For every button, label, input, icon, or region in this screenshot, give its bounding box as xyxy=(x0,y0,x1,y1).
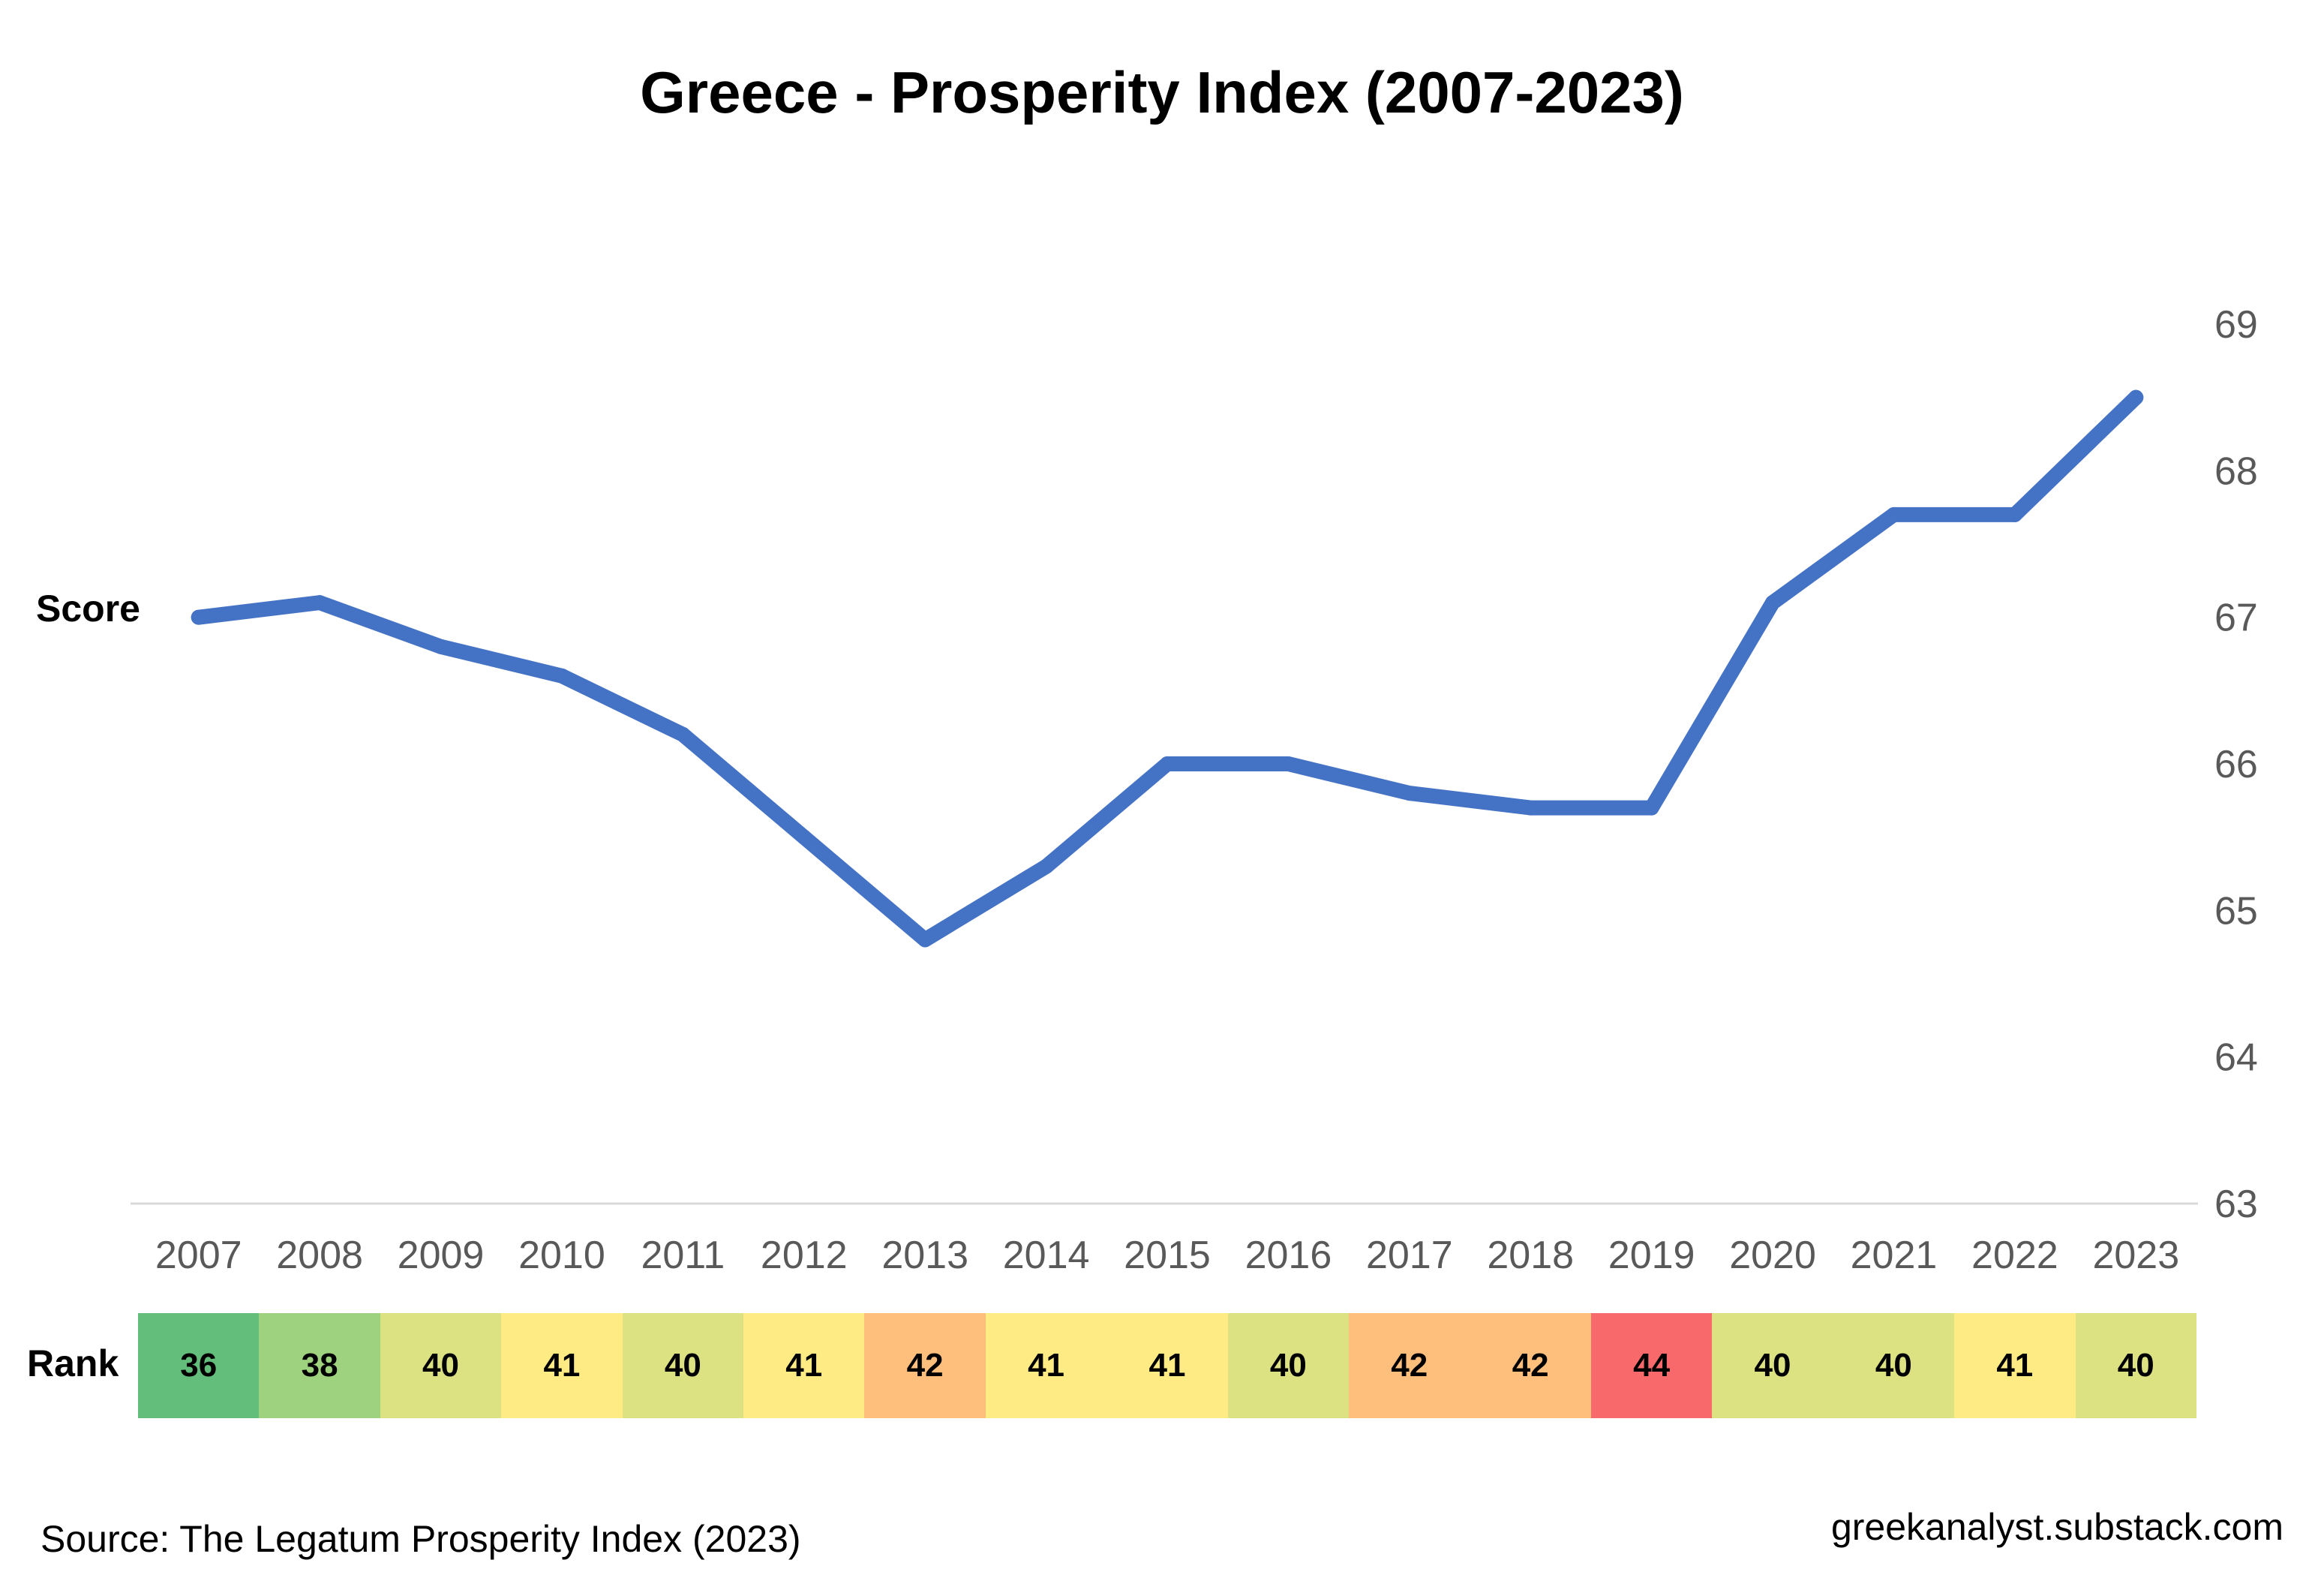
x-tick-label: 2012 xyxy=(761,1234,848,1277)
y-axis-ticks: 63 64 65 66 67 68 69 xyxy=(2214,303,2258,1226)
rank-cell: 40 xyxy=(1833,1313,1955,1418)
data-point xyxy=(1038,858,1054,874)
data-point xyxy=(191,609,206,625)
rank-cell: 41 xyxy=(501,1313,623,1418)
rank-cell: 41 xyxy=(1954,1313,2076,1418)
x-tick-label: 2017 xyxy=(1366,1234,1453,1277)
rank-label: Rank xyxy=(27,1342,119,1384)
rank-cell: 42 xyxy=(1470,1313,1591,1418)
x-tick-label: 2011 xyxy=(641,1234,725,1277)
x-tick-label: 2014 xyxy=(1003,1234,1090,1277)
chart-title: Greece - Prosperity Index (2007-2023) xyxy=(640,59,1684,125)
data-point xyxy=(917,932,933,948)
data-point xyxy=(312,595,328,611)
y-tick-label: 65 xyxy=(2214,889,2258,933)
x-tick-label: 2015 xyxy=(1124,1234,1211,1277)
data-point xyxy=(1523,800,1539,816)
x-tick-label: 2020 xyxy=(1729,1234,1816,1277)
data-point xyxy=(1765,595,1781,611)
rank-cell: 40 xyxy=(622,1313,744,1418)
x-tick-label: 2007 xyxy=(155,1234,242,1277)
y-tick-label: 63 xyxy=(2214,1183,2258,1226)
data-point xyxy=(2128,389,2144,405)
y-tick-label: 66 xyxy=(2214,743,2258,786)
x-tick-label: 2021 xyxy=(1851,1234,1938,1277)
x-tick-label: 2022 xyxy=(1971,1234,2058,1277)
rank-cell: 41 xyxy=(743,1313,865,1418)
rank-cell: 38 xyxy=(259,1313,380,1418)
data-point xyxy=(1281,756,1296,771)
y-tick-label: 68 xyxy=(2214,449,2258,493)
y-tick-label: 67 xyxy=(2214,597,2258,640)
data-point xyxy=(1160,756,1175,771)
data-point xyxy=(2007,506,2022,522)
data-point xyxy=(1401,786,1417,801)
data-point xyxy=(554,668,569,684)
data-point xyxy=(1886,506,1902,522)
x-tick-label: 2010 xyxy=(518,1234,605,1277)
data-point xyxy=(1644,800,1659,816)
y-axis-label: Score xyxy=(36,588,140,630)
rank-cell: 41 xyxy=(1106,1313,1228,1418)
data-point xyxy=(675,726,691,742)
x-tick-label: 2009 xyxy=(398,1234,485,1277)
series-points xyxy=(191,389,2144,948)
x-tick-label: 2008 xyxy=(276,1234,363,1277)
rank-cell: 40 xyxy=(1712,1313,1833,1418)
rank-cell: 40 xyxy=(380,1313,502,1418)
data-point xyxy=(433,639,449,654)
x-tick-label: 2018 xyxy=(1487,1234,1574,1277)
rank-cell: 42 xyxy=(1349,1313,1470,1418)
x-tick-label: 2023 xyxy=(2092,1234,2179,1277)
rank-cell: 40 xyxy=(1227,1313,1350,1418)
rank-cell: 36 xyxy=(138,1313,260,1418)
data-point xyxy=(796,829,812,845)
y-tick-label: 64 xyxy=(2214,1036,2258,1080)
x-tick-label: 2019 xyxy=(1608,1234,1695,1277)
rank-strip: 36 38 40 41 40 41 42 41 41 40 42 42 44 40 40 41 40 xyxy=(138,1313,2196,1418)
x-axis-ticks: 2007 2008 2009 2010 2011 2012 2013 2014 2015 2016… xyxy=(155,1234,2179,1277)
rank-cell: 42 xyxy=(864,1313,986,1418)
x-tick-label: 2016 xyxy=(1245,1234,1332,1277)
source-note: Source: The Legatum Prosperity Index (20… xyxy=(41,1518,801,1560)
y-tick-label: 69 xyxy=(2214,303,2258,347)
x-tick-label: 2013 xyxy=(881,1234,968,1277)
rank-cell: 44 xyxy=(1590,1313,1713,1418)
rank-cell: 41 xyxy=(985,1313,1107,1418)
site-url: greekanalyst.substack.com xyxy=(1830,1506,2283,1548)
rank-cell: 40 xyxy=(2075,1313,2196,1418)
score-series-line xyxy=(191,389,2144,948)
